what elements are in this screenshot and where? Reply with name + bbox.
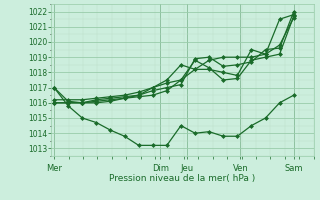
X-axis label: Pression niveau de la mer( hPa ): Pression niveau de la mer( hPa ) [109, 174, 256, 183]
